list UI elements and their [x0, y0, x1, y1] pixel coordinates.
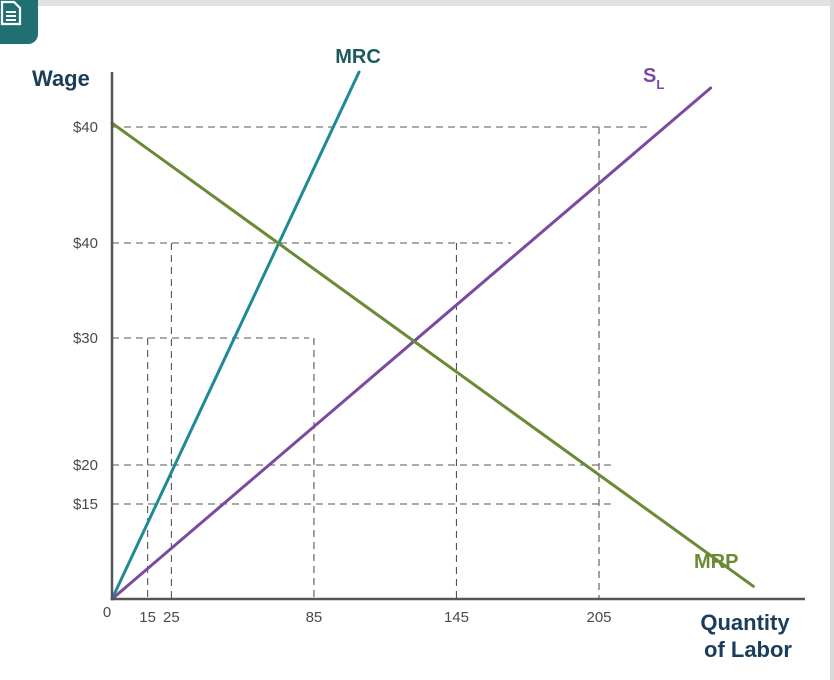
- x-axis-title-line1: Quantity: [700, 610, 790, 635]
- tick-labels: $40 $40 $30 $20 $15 15 25 85 145 205 0: [73, 119, 612, 626]
- y-tick-label-0: $40: [73, 119, 98, 136]
- y-tick-label-3: $20: [73, 457, 98, 474]
- series-lines: [110, 70, 755, 601]
- document-icon: [0, 0, 22, 26]
- series-line-supply: [110, 86, 713, 601]
- axes: [110, 72, 805, 601]
- mrc-label: MRC: [335, 46, 381, 68]
- series-labels: MRC SL MRP: [335, 46, 738, 573]
- y-tick-label-1: $40: [73, 235, 98, 252]
- y-tick-label-4: $15: [73, 496, 98, 513]
- mrp-label: MRP: [694, 551, 738, 573]
- x-tick-label-1: 25: [163, 609, 180, 626]
- labels: Wage Quantity of Labor: [32, 66, 792, 662]
- x-tick-label-4: 205: [586, 609, 611, 626]
- right-rule: [830, 0, 834, 680]
- x-tick-label-3: 145: [444, 609, 469, 626]
- series-line-mrp: [110, 121, 755, 588]
- guide-lines: [112, 126, 649, 599]
- top-rule: [0, 0, 834, 6]
- y-tick-label-2: $30: [73, 330, 98, 347]
- series-line-mrc: [110, 70, 361, 601]
- y-axis-title: Wage: [32, 66, 90, 91]
- x-tick-label-2: 85: [306, 609, 323, 626]
- x-axis-title-line2: of Labor: [704, 637, 792, 662]
- document-button[interactable]: [0, 0, 38, 44]
- supply-label: SL: [643, 65, 664, 92]
- x-origin-label: 0: [103, 604, 111, 621]
- x-tick-label-0: 15: [139, 609, 156, 626]
